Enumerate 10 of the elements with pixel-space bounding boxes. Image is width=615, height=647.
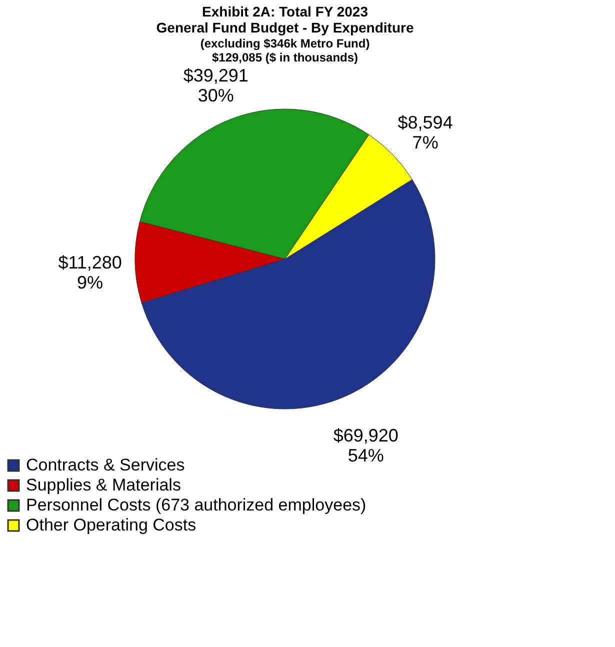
- legend-label: Contracts & Services: [26, 456, 185, 474]
- chart-title: Exhibit 2A: Total FY 2023 General Fund Budget - By Expenditure: [156, 4, 414, 36]
- legend-label: Other Operating Costs: [26, 516, 196, 534]
- data-label: $69,920 54%: [333, 425, 398, 466]
- data-label: $8,594 7%: [398, 112, 453, 153]
- chart-subtitle: (excluding $346k Metro Fund) $129,085 ($ in thousands): [200, 36, 370, 65]
- data-label: $11,280 9%: [58, 252, 122, 292]
- legend-label: Personnel Costs (673 authorized employees): [26, 496, 366, 514]
- data-label: $39,291 30%: [183, 66, 248, 106]
- legend-label: Supplies & Materials: [26, 476, 181, 494]
